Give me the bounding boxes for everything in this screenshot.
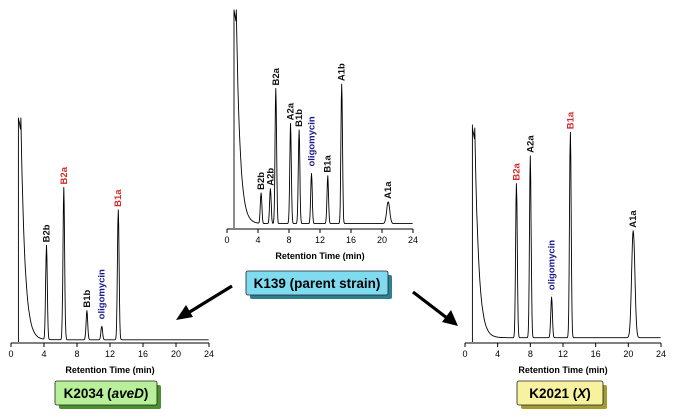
x-tick-label-k139-24: 24: [408, 235, 418, 245]
x-tick-label-k2021-8: 8: [528, 349, 533, 359]
x-tick-label-k2034-4: 4: [41, 349, 46, 359]
x-ticks-k2021: 0 4 8 12 16 20 24: [462, 343, 666, 359]
x-tick-label-k139-0: 0: [224, 235, 229, 245]
peak-label-k2021-b1a: B1a: [565, 111, 576, 129]
xlabel-k139: Retention Time (min): [275, 251, 364, 261]
x-ticks-k139: 0 4 8 12 16 20 24: [224, 229, 418, 245]
caption-k2021-text: K2021 (X): [529, 386, 591, 401]
peak-label-k2021-oligomycin: oligomycin: [547, 240, 558, 290]
peak-label-k139-a1b: A1b: [337, 63, 348, 81]
x-tick-label-k2021-20: 20: [623, 349, 633, 359]
peak-label-k2034-b1b: B1b: [82, 289, 93, 307]
x-tick-label-k2021-12: 12: [558, 349, 568, 359]
peak-label-k2021-b2a: B2a: [511, 162, 522, 180]
x-tick-label-k2034-12: 12: [105, 349, 115, 359]
peak-label-k2034-b2b: B2b: [41, 224, 52, 242]
x-tick-label-k2034-0: 0: [8, 349, 13, 359]
chromatogram-trace-k2034: [17, 117, 209, 342]
peak-label-k2034-b2a: B2a: [59, 166, 70, 184]
caption-k139-text: K139 (parent strain): [254, 276, 381, 291]
peak-label-k139-a1a: A1a: [383, 181, 394, 199]
x-tick-label-k2034-20: 20: [171, 349, 181, 359]
chromatogram-trace-k139: [233, 9, 413, 228]
caption-k2034: K2034 (aveD): [54, 380, 161, 409]
x-tick-label-k2021-16: 16: [591, 349, 601, 359]
x-tick-label-k139-4: 4: [255, 235, 260, 245]
x-tick-label-k139-12: 12: [315, 235, 325, 245]
chromatogram-trace-k2021: [471, 124, 661, 342]
peak-label-k2021-a1a: A1a: [628, 210, 639, 228]
x-tick-label-k2034-16: 16: [138, 349, 148, 359]
caption-k139: K139 (parent strain): [245, 270, 392, 299]
peak-label-k139-b2b: B2b: [256, 172, 267, 190]
x-tick-label-k2021-24: 24: [656, 349, 666, 359]
x-tick-label-k139-8: 8: [286, 235, 291, 245]
x-tick-label-k139-20: 20: [377, 235, 387, 245]
peak-label-k2034-b1a: B1a: [113, 189, 124, 207]
arrow-to-right: [412, 290, 458, 326]
peak-label-k139-a2a: A2a: [286, 102, 297, 120]
xlabel-k2034: Retention Time (min): [65, 365, 154, 375]
caption-k2021-box: [516, 380, 604, 406]
x-ticks-k2034: 0 4 8 12 16 20 24: [8, 343, 214, 359]
x-tick-label-k2034-24: 24: [204, 349, 214, 359]
caption-k2034-box: [54, 380, 158, 406]
x-tick-label-k139-16: 16: [346, 235, 356, 245]
peak-label-k139-b1b: B1b: [294, 109, 305, 127]
arrow-to-left: [176, 284, 233, 320]
x-tick-label-k2021-4: 4: [495, 349, 500, 359]
x-tick-label-k2034-8: 8: [74, 349, 79, 359]
caption-k2034-text: K2034 (aveD): [64, 386, 149, 401]
peak-label-k139-b2a: B2a: [271, 67, 282, 85]
x-tick-label-k2021-0: 0: [462, 349, 467, 359]
peak-label-k2034-oligomycin: oligomycin: [97, 269, 108, 319]
peak-labels-k2034: B2b B2a B1b oligomycin B1a: [41, 166, 124, 319]
chart-k2034: 0 4 8 12 16 20 24 B2b B2a B1b oligomycin B1a Reten…: [8, 117, 214, 375]
caption-k2021: K2021 (X): [516, 380, 607, 409]
peak-label-k139-b1a: B1a: [323, 155, 334, 173]
peak-label-k139-oligomycin: oligomycin: [306, 116, 317, 166]
xlabel-k2021: Retention Time (min): [518, 365, 607, 375]
peak-label-k2021-a2a: A2a: [525, 135, 536, 153]
peak-label-k139-a2b: A2b: [265, 168, 276, 186]
caption-k139-box: [245, 270, 389, 296]
